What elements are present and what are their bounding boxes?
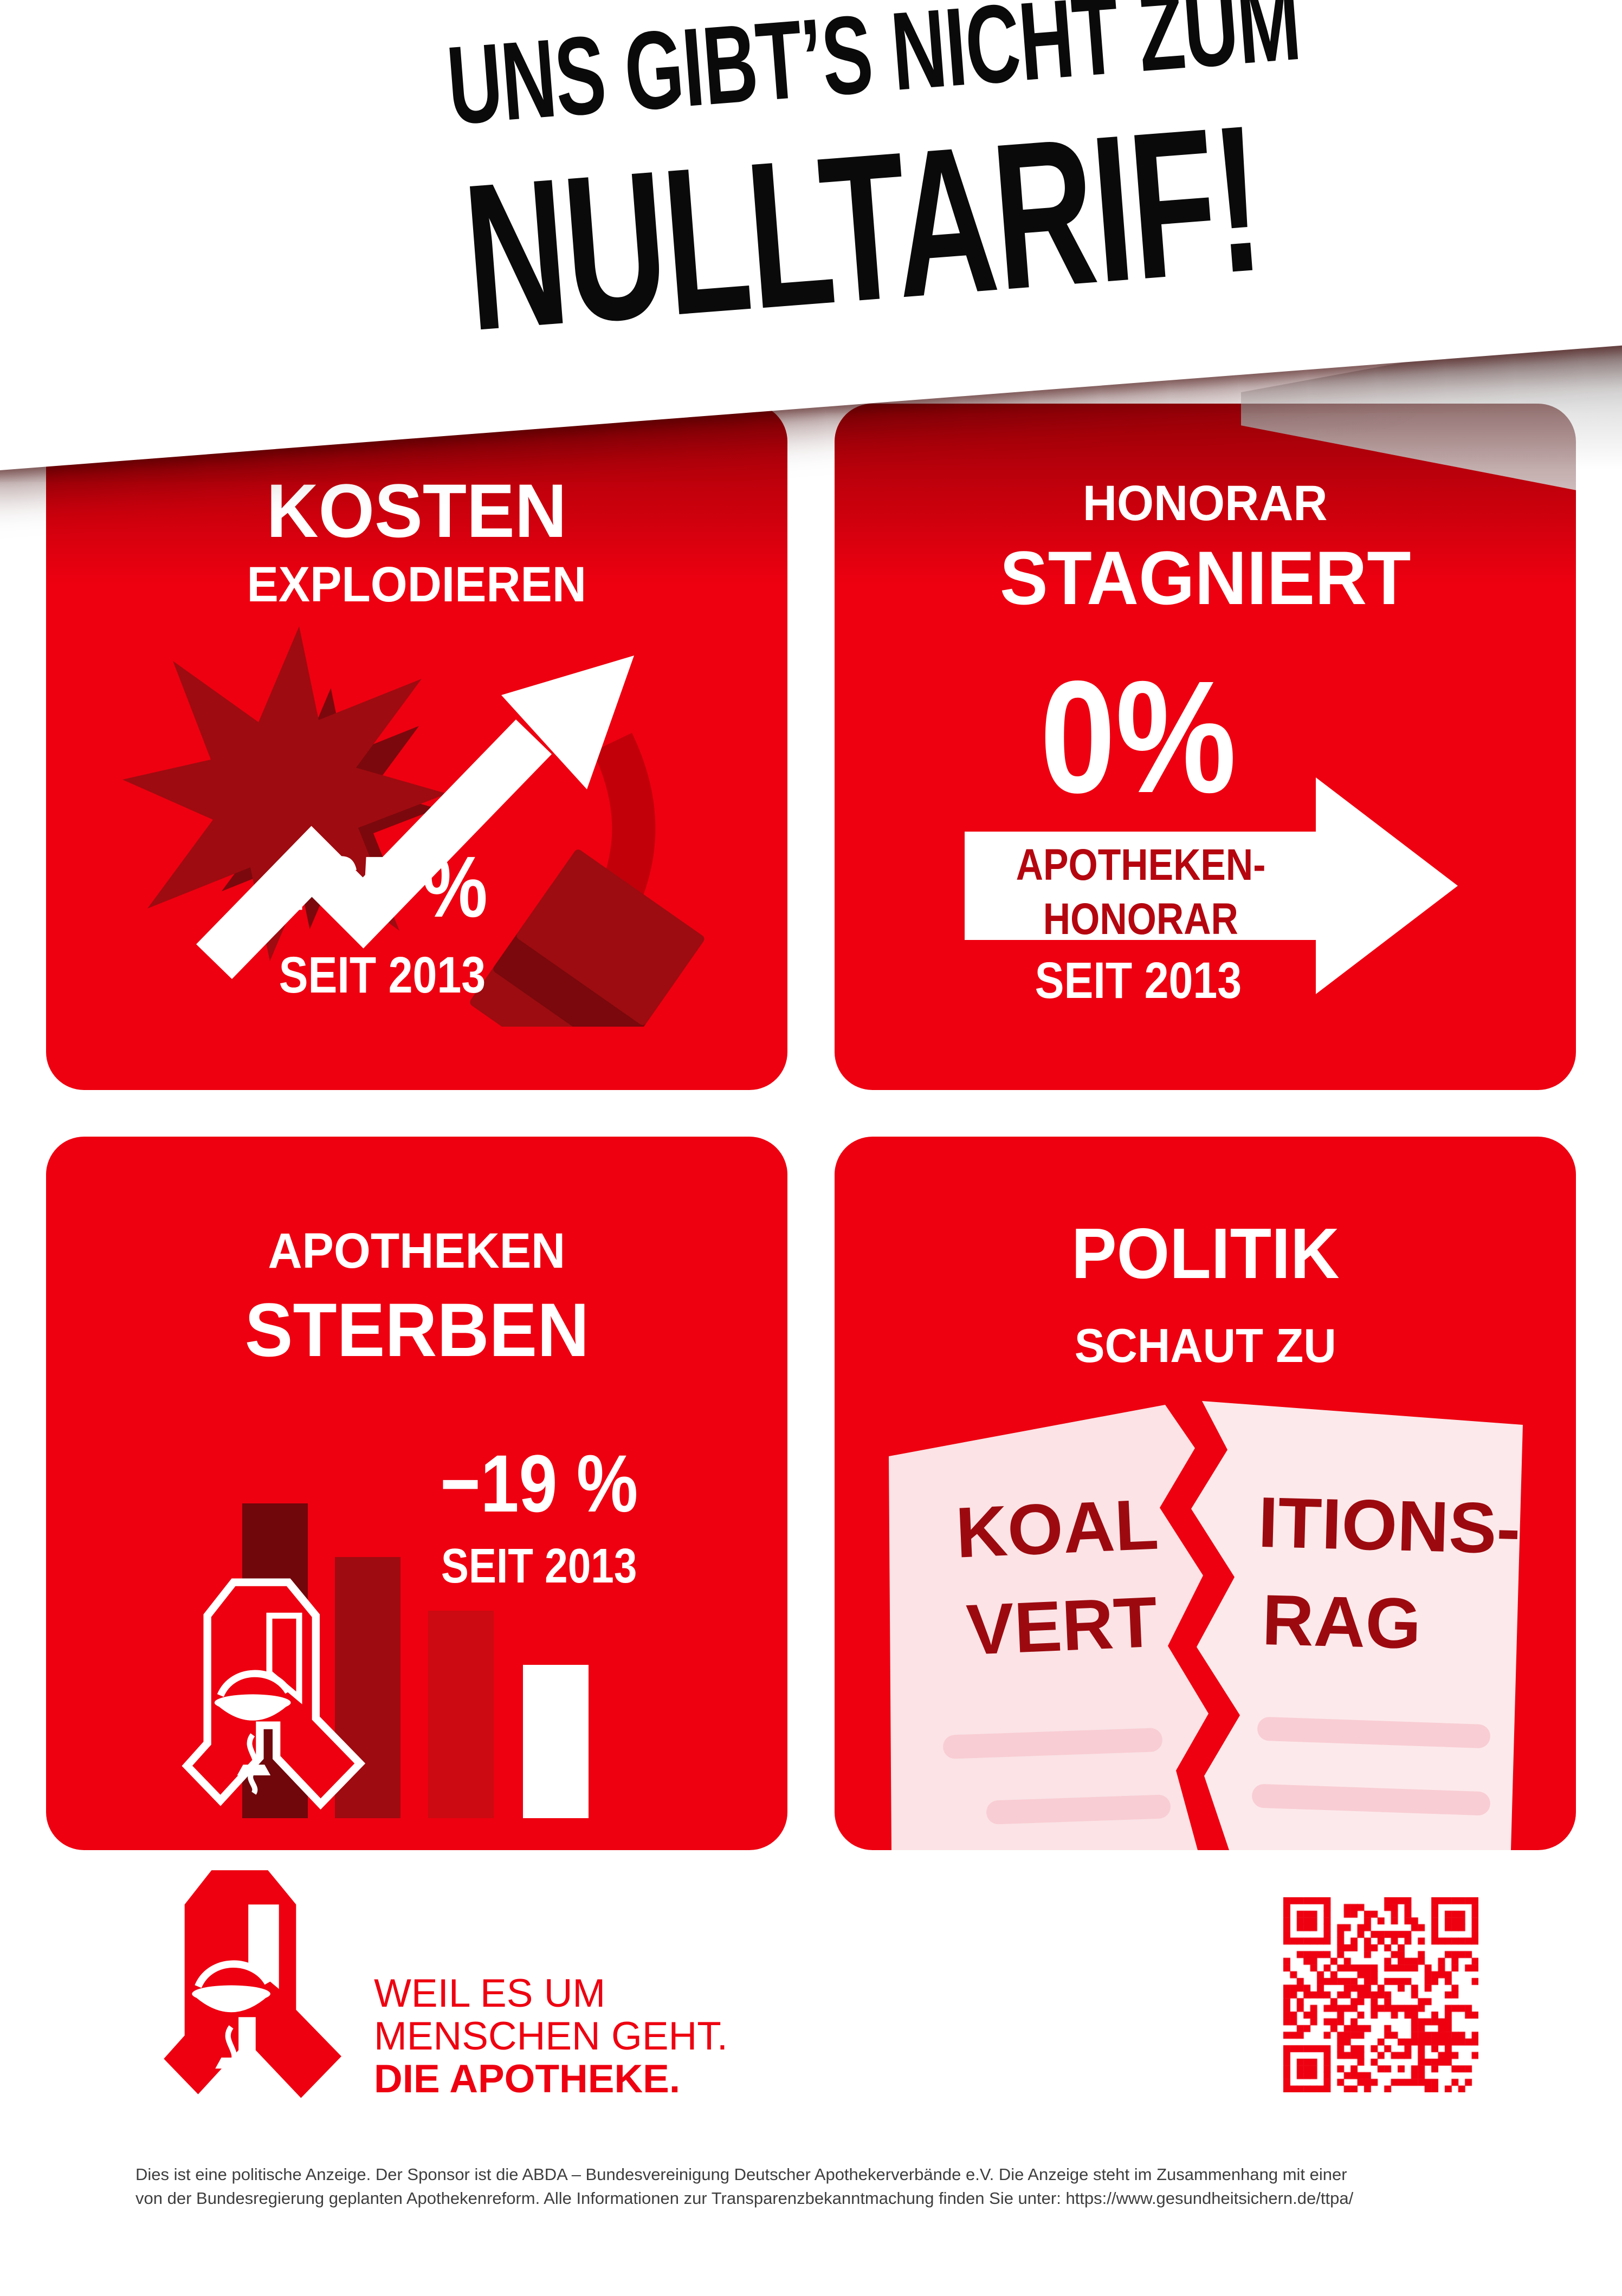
card-politik: POLITIK SCHAUT ZU KOAL VERT ITIONS- RAG: [835, 1137, 1576, 1850]
headline-line2: NULLTARIF!: [457, 81, 1268, 375]
card-politik-subtitle: SCHAUT ZU: [1074, 1319, 1336, 1372]
card-honorar-subtitle: HONORAR: [1083, 476, 1328, 531]
card-kosten-subtitle: EXPLODIEREN: [247, 557, 587, 612]
stat-value: +65 %: [276, 838, 488, 935]
card-kosten: KOSTEN EXPLODIEREN +65 % SEIT 2013: [46, 404, 787, 1090]
tagline-line1: WEIL ES UM: [374, 1971, 606, 2015]
apotheke-a-logo-icon: [164, 1870, 341, 2098]
card-apotheken: APOTHEKEN STERBEN −19 % SEIT 2013: [46, 1137, 787, 1850]
torn-document-icon: KOAL VERT ITIONS- RAG: [889, 1401, 1523, 1850]
stat-since: SEIT 2013: [279, 946, 486, 1004]
disclaimer-line1: Dies ist eine politische Anzeige. Der Sp…: [135, 2165, 1347, 2184]
tagline: WEIL ES UM MENSCHEN GEHT. DIE APOTHEKE.: [374, 1972, 728, 2100]
qr-code: [1283, 1897, 1478, 2092]
paper-line: [943, 1728, 1162, 1759]
card-kosten-title: KOSTEN: [266, 468, 567, 553]
paper-line: [1257, 1717, 1490, 1748]
bar: [428, 1611, 494, 1818]
doc-text: RAG: [1261, 1580, 1422, 1664]
stat-since: SEIT 2013: [441, 1539, 637, 1593]
card-apotheken-title: STERBEN: [244, 1287, 589, 1372]
stat-since: SEIT 2013: [1035, 952, 1242, 1009]
right-arrow-icon: [965, 832, 1317, 940]
doc-text: ITIONS-: [1257, 1482, 1522, 1569]
card-honorar: HONORAR STAGNIERT 0% APOTHEKEN- HONORAR …: [835, 404, 1576, 1090]
doc-text: KOAL: [954, 1484, 1160, 1573]
tagline-line3: DIE APOTHEKE.: [374, 2057, 681, 2101]
growth-arrow-icon: [196, 719, 552, 980]
paper-stack-icon: [470, 849, 705, 1027]
stat-value: −19 %: [440, 1438, 638, 1529]
bar-chart-icon: [182, 1503, 589, 1818]
bar-now: [523, 1665, 589, 1818]
disclaimer: Dies ist eine politische Anzeige. Der Sp…: [135, 2163, 1545, 2210]
right-arrow-head: [1316, 777, 1458, 994]
card-politik-title: POLITIK: [1071, 1214, 1340, 1293]
growth-arrow-head: [501, 656, 634, 789]
paper-line: [986, 1794, 1171, 1825]
explosion-icon: [122, 626, 705, 1027]
arrow-label: APOTHEKEN- HONORAR: [1016, 840, 1266, 944]
paper-line: [1252, 1784, 1490, 1815]
tagline-line2: MENSCHEN GEHT.: [374, 2014, 728, 2058]
doc-text: VERT: [965, 1582, 1159, 1670]
stat-value: 0%: [1039, 647, 1237, 826]
card-honorar-title: STAGNIERT: [999, 535, 1411, 620]
card-apotheken-subtitle: APOTHEKEN: [268, 1223, 566, 1279]
disclaimer-line2: von der Bundesregierung geplanten Apothe…: [135, 2189, 1354, 2208]
apotheke-a-logo-icon: [182, 1578, 366, 1810]
